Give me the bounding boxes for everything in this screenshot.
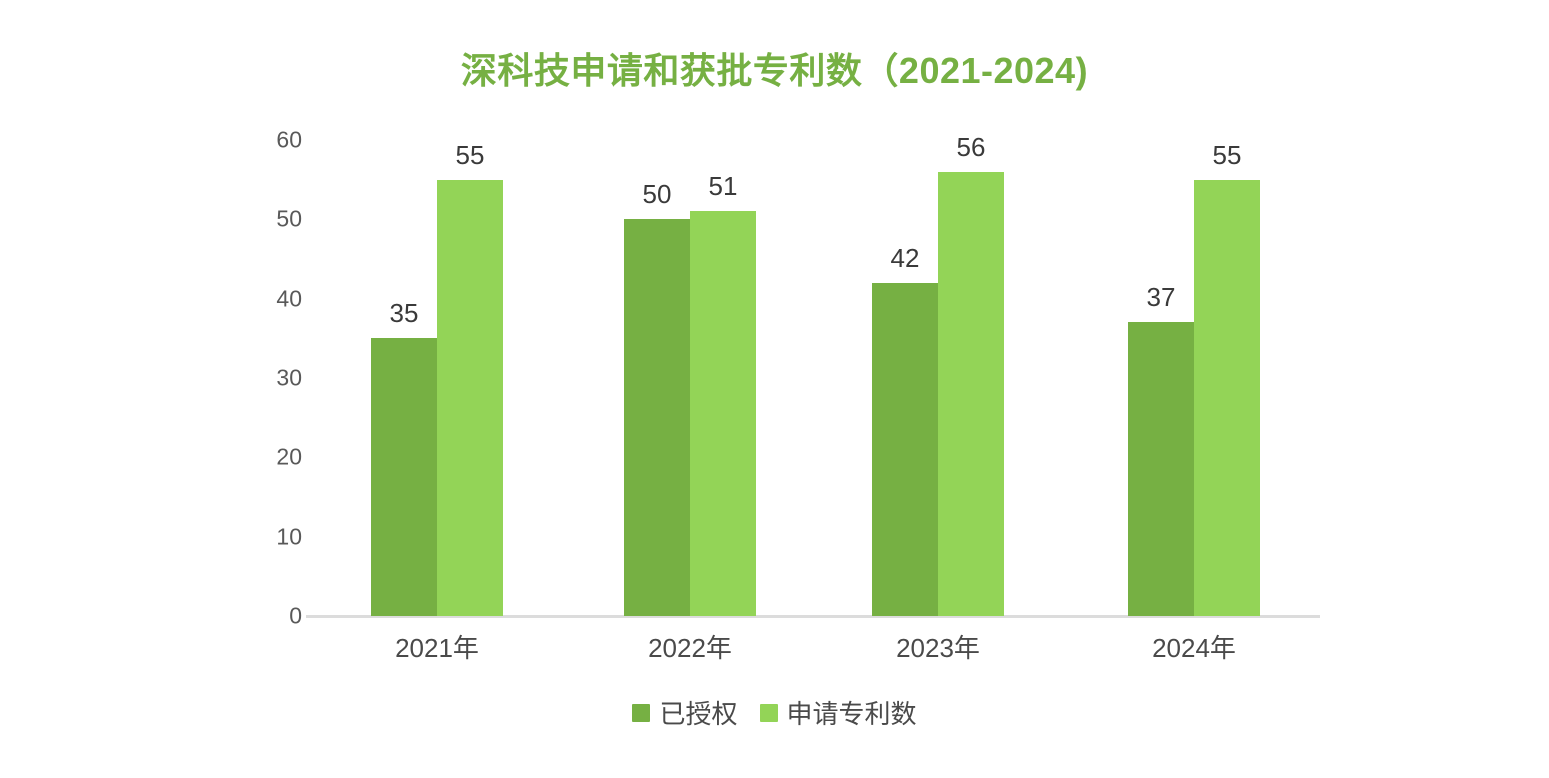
bar-group: 50 51	[624, 140, 756, 616]
bar-value-label: 42	[890, 242, 920, 273]
bar-group: 37 55	[1128, 140, 1260, 616]
bar-applied[interactable]: 55	[437, 140, 503, 616]
bar-value-label: 37	[1146, 282, 1176, 313]
y-axis-tick: 60	[276, 126, 302, 153]
bar-value-label: 55	[455, 139, 485, 170]
bar-granted[interactable]: 35	[371, 298, 437, 616]
y-axis-tick: 40	[276, 285, 302, 312]
x-axis-tick-2021: 2021年	[395, 633, 479, 663]
chart-legend: 已授权 申请专利数	[0, 694, 1549, 731]
x-axis-tick-2023: 2023年	[896, 633, 980, 663]
y-axis-tick: 0	[289, 602, 302, 629]
bar-value-label: 35	[389, 298, 419, 329]
chart-title: 深科技申请和获批专利数（2021-2024)	[460, 50, 1089, 91]
x-axis-tick-2024: 2024年	[1152, 633, 1236, 663]
legend-label: 申请专利数	[786, 699, 917, 729]
bar-granted[interactable]: 50	[624, 179, 690, 616]
bar-granted[interactable]: 42	[872, 243, 938, 616]
legend-swatch-icon	[632, 703, 651, 722]
y-axis-tick: 50	[276, 205, 302, 232]
bar-group: 35 55	[371, 140, 503, 616]
legend-item-granted[interactable]: 已授权	[632, 694, 738, 731]
legend-swatch-icon	[759, 703, 778, 722]
x-axis-baseline	[306, 615, 1320, 618]
bar-value-label: 56	[956, 131, 986, 162]
bar-value-label: 55	[1212, 139, 1242, 170]
plot-area: 35 55 50 51 42 56 37	[312, 132, 1320, 616]
legend-label: 已授权	[659, 699, 738, 729]
bar-group: 42 56	[872, 132, 1004, 616]
bar-value-label: 50	[642, 179, 672, 210]
y-axis-tick: 20	[276, 443, 302, 470]
bar-value-label: 51	[708, 171, 738, 202]
bar-granted[interactable]: 37	[1128, 282, 1194, 616]
x-axis: 2021年 2022年 2023年 2024年	[312, 628, 1320, 674]
y-axis-tick: 30	[276, 364, 302, 391]
x-axis-tick-2022: 2022年	[648, 633, 732, 663]
legend-item-applied[interactable]: 申请专利数	[759, 694, 917, 731]
bar-applied[interactable]: 51	[690, 171, 756, 616]
bar-applied[interactable]: 56	[938, 132, 1004, 616]
y-axis-tick: 10	[276, 523, 302, 550]
y-axis: 60 50 40 30 20 10 0	[246, 127, 302, 629]
bar-applied[interactable]: 55	[1194, 140, 1260, 616]
